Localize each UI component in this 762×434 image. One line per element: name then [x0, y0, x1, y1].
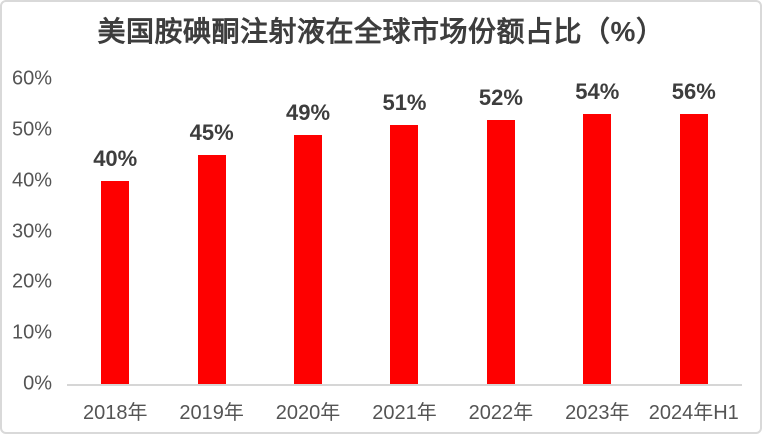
bar-value-label: 54%	[575, 79, 620, 104]
y-tick-label: 50%	[11, 118, 52, 141]
y-tick-label: 40%	[11, 169, 52, 192]
x-axis: 2018年 2019年 2020年 2021年 2022年 2023年 2024年H1	[67, 396, 742, 425]
bar	[101, 180, 130, 384]
y-tick-label: 30%	[11, 220, 52, 242]
chart-title: 美国胺碘酮注射液在全球市场份额占比（%）	[97, 16, 665, 47]
y-tick-label: 20%	[11, 270, 52, 293]
bar	[583, 114, 612, 384]
bar-value-label: 52%	[478, 84, 523, 110]
x-tick-label: 2021年	[372, 402, 437, 424]
y-tick-label: 60%	[11, 67, 52, 90]
bar	[390, 124, 419, 384]
plot-area: 40% 45% 49% 51% 52% 54% 56%	[67, 79, 742, 386]
x-tick-label: 2024年H1	[648, 402, 739, 424]
bar-value-label: 40%	[93, 145, 138, 171]
bar-value-label: 49%	[286, 99, 331, 125]
x-tick-label: 2020年	[275, 402, 341, 424]
bar-column: 45%	[163, 79, 259, 384]
bar-value-label: 45%	[189, 120, 234, 146]
bar-column: 51%	[356, 79, 452, 384]
bar-column: 52%	[453, 79, 549, 384]
bar	[197, 155, 226, 384]
bar	[679, 114, 708, 384]
y-tick-label: 0%	[23, 372, 52, 395]
y-axis: 60% 50% 40% 30% 20% 10% 0%	[2, 68, 52, 395]
x-tick-label: 2023年	[565, 402, 630, 424]
x-tick-label: 2022年	[468, 402, 534, 424]
bar-value-label: 51%	[382, 89, 427, 115]
bar-column: 56%	[646, 79, 742, 384]
bar-value-label: 56%	[671, 79, 716, 104]
bar	[486, 119, 515, 384]
y-tick-label: 10%	[11, 321, 52, 344]
bar-column: 40%	[67, 79, 163, 384]
x-tick-label: 2018年	[82, 402, 148, 424]
x-tick-label: 2019年	[179, 402, 244, 424]
bar-column: 49%	[260, 79, 356, 384]
bar	[294, 134, 323, 384]
bar-column: 54%	[549, 79, 645, 384]
